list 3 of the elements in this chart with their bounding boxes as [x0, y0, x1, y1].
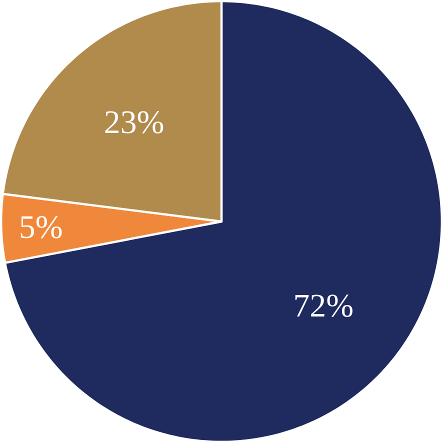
data-label: 72%: [295, 294, 352, 317]
data-label: 5%: [20, 216, 62, 238]
data-label: 23%: [105, 111, 164, 134]
